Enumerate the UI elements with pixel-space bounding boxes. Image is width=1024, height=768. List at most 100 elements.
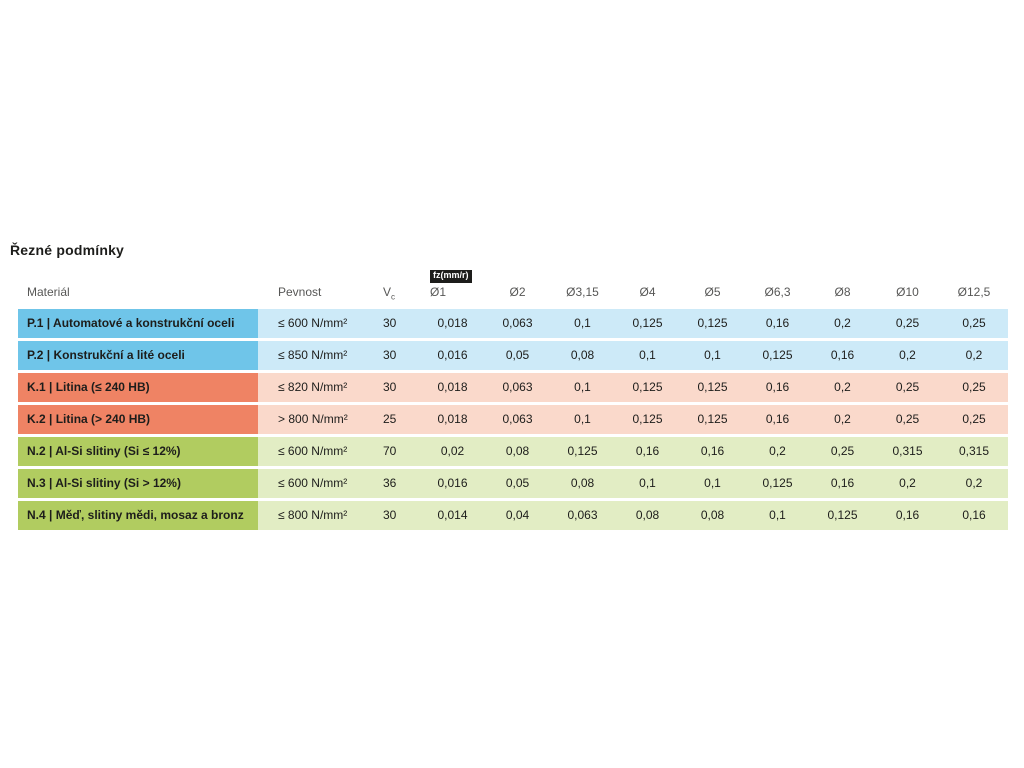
table-row: K.2 | Litina (> 240 HB) > 800 N/mm² 25 0… [18, 404, 1008, 434]
unit-badge: fz(mm/r) [430, 270, 472, 283]
value-cell: 0,125 [745, 340, 810, 370]
strength-cell: ≤ 600 N/mm² [258, 308, 366, 338]
value-cell: 0,125 [615, 372, 680, 402]
table-row: K.1 | Litina (≤ 240 HB) ≤ 820 N/mm² 30 0… [18, 372, 1008, 402]
value-cell: 0,125 [680, 308, 745, 338]
cutting-conditions-table: Materiál Pevnost Vc fz(mm/r) Ø1 Ø2 Ø3,15… [18, 264, 1008, 533]
vc-cell: 30 [366, 372, 420, 402]
column-header-d1: fz(mm/r) Ø1 [420, 267, 485, 306]
material-cell: K.2 | Litina (> 240 HB) [18, 404, 258, 434]
column-header-strength: Pevnost [258, 267, 366, 306]
column-header-d9: Ø12,5 [940, 267, 1008, 306]
value-cell: 0,2 [940, 468, 1008, 498]
value-cell: 0,016 [420, 468, 485, 498]
vc-symbol: V [383, 284, 392, 299]
vc-cell: 30 [366, 308, 420, 338]
value-cell: 0,018 [420, 404, 485, 434]
value-cell: 0,08 [615, 500, 680, 530]
table-row: P.1 | Automatové a konstrukční oceli ≤ 6… [18, 308, 1008, 338]
value-cell: 0,25 [810, 436, 875, 466]
table-row: N.2 | Al-Si slitiny (Si ≤ 12%) ≤ 600 N/m… [18, 436, 1008, 466]
header-row: Materiál Pevnost Vc fz(mm/r) Ø1 Ø2 Ø3,15… [18, 267, 1008, 306]
vc-cell: 30 [366, 340, 420, 370]
value-cell: 0,16 [810, 340, 875, 370]
value-cell: 0,016 [420, 340, 485, 370]
value-cell: 0,315 [940, 436, 1008, 466]
value-cell: 0,315 [875, 436, 940, 466]
vc-cell: 25 [366, 404, 420, 434]
value-cell: 0,16 [615, 436, 680, 466]
value-cell: 0,1 [680, 468, 745, 498]
value-cell: 0,08 [550, 468, 615, 498]
value-cell: 0,2 [745, 436, 810, 466]
value-cell: 0,014 [420, 500, 485, 530]
value-cell: 0,25 [940, 404, 1008, 434]
value-cell: 0,2 [810, 404, 875, 434]
value-cell: 0,018 [420, 308, 485, 338]
strength-cell: ≤ 800 N/mm² [258, 500, 366, 530]
column-header-d7: Ø8 [810, 267, 875, 306]
value-cell: 0,125 [680, 404, 745, 434]
value-cell: 0,2 [875, 340, 940, 370]
value-cell: 0,16 [875, 500, 940, 530]
value-cell: 0,125 [615, 308, 680, 338]
value-cell: 0,1 [615, 468, 680, 498]
column-header-d5: Ø5 [680, 267, 745, 306]
value-cell: 0,25 [940, 308, 1008, 338]
material-cell: N.2 | Al-Si slitiny (Si ≤ 12%) [18, 436, 258, 466]
value-cell: 0,25 [875, 308, 940, 338]
value-cell: 0,063 [485, 372, 550, 402]
value-cell: 0,018 [420, 372, 485, 402]
vc-cell: 70 [366, 436, 420, 466]
d1-label: Ø1 [430, 284, 447, 299]
value-cell: 0,05 [485, 468, 550, 498]
strength-cell: ≤ 600 N/mm² [258, 468, 366, 498]
material-cell: N.4 | Měď, slitiny mědi, mosaz a bronz [18, 500, 258, 530]
value-cell: 0,1 [680, 340, 745, 370]
column-header-d3: Ø3,15 [550, 267, 615, 306]
value-cell: 0,1 [550, 372, 615, 402]
vc-cell: 36 [366, 468, 420, 498]
value-cell: 0,08 [485, 436, 550, 466]
column-header-d4: Ø4 [615, 267, 680, 306]
table-row: N.3 | Al-Si slitiny (Si > 12%) ≤ 600 N/m… [18, 468, 1008, 498]
vc-subscript: c [391, 292, 396, 302]
value-cell: 0,2 [875, 468, 940, 498]
value-cell: 0,16 [745, 308, 810, 338]
value-cell: 0,2 [810, 372, 875, 402]
value-cell: 0,16 [680, 436, 745, 466]
value-cell: 0,1 [550, 404, 615, 434]
material-cell: N.3 | Al-Si slitiny (Si > 12%) [18, 468, 258, 498]
value-cell: 0,2 [810, 308, 875, 338]
value-cell: 0,08 [550, 340, 615, 370]
value-cell: 0,25 [940, 372, 1008, 402]
page-title: Řezné podmínky [10, 242, 125, 258]
value-cell: 0,063 [485, 404, 550, 434]
value-cell: 0,02 [420, 436, 485, 466]
column-header-d8: Ø10 [875, 267, 940, 306]
value-cell: 0,16 [745, 372, 810, 402]
value-cell: 0,125 [810, 500, 875, 530]
material-cell: P.1 | Automatové a konstrukční oceli [18, 308, 258, 338]
strength-cell: ≤ 600 N/mm² [258, 436, 366, 466]
column-header-vc: Vc [366, 267, 420, 306]
value-cell: 0,05 [485, 340, 550, 370]
material-cell: K.1 | Litina (≤ 240 HB) [18, 372, 258, 402]
strength-cell: ≤ 820 N/mm² [258, 372, 366, 402]
vc-cell: 30 [366, 500, 420, 530]
strength-cell: ≤ 850 N/mm² [258, 340, 366, 370]
value-cell: 0,04 [485, 500, 550, 530]
column-header-d6: Ø6,3 [745, 267, 810, 306]
value-cell: 0,16 [810, 468, 875, 498]
value-cell: 0,063 [485, 308, 550, 338]
value-cell: 0,2 [940, 340, 1008, 370]
value-cell: 0,1 [615, 340, 680, 370]
value-cell: 0,25 [875, 372, 940, 402]
value-cell: 0,125 [745, 468, 810, 498]
table-row: P.2 | Konstrukční a lité oceli ≤ 850 N/m… [18, 340, 1008, 370]
material-cell: P.2 | Konstrukční a lité oceli [18, 340, 258, 370]
value-cell: 0,1 [745, 500, 810, 530]
value-cell: 0,25 [875, 404, 940, 434]
value-cell: 0,16 [940, 500, 1008, 530]
